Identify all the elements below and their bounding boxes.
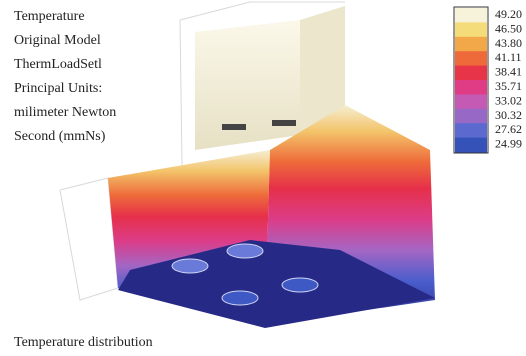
header-line: ThermLoadSetl: [14, 57, 102, 72]
legend-swatch: [455, 94, 487, 109]
legend-label: 41.11: [495, 50, 522, 64]
model: [60, 2, 435, 328]
legend-label: 33.02: [495, 93, 522, 107]
upper-block-front: [195, 20, 300, 150]
hole: [227, 244, 263, 258]
hole: [172, 259, 208, 273]
header: Temperature Original Model ThermLoadSetl Pr…: [14, 9, 116, 144]
legend-label: 24.99: [495, 137, 522, 151]
legend-swatch: [455, 51, 487, 66]
legend-swatch: [455, 22, 487, 37]
header-line: Temperature: [14, 9, 85, 24]
legend-label: 46.50: [495, 21, 522, 35]
hole: [282, 278, 318, 292]
legend-label: 30.32: [495, 108, 522, 122]
header-line: Original Model: [14, 33, 101, 48]
figure: Temperature Original Model ThermLoadSetl Pr…: [0, 0, 526, 356]
slot: [222, 124, 246, 130]
legend-label: 43.80: [495, 36, 522, 50]
legend-swatch: [455, 138, 487, 153]
legend-swatch: [455, 37, 487, 52]
legend-label: 27.62: [495, 122, 522, 136]
header-line: milimeter Newton: [14, 105, 116, 120]
legend-swatch: [455, 123, 487, 138]
legend-swatch: [455, 8, 487, 23]
legend-swatch: [455, 80, 487, 95]
slot: [272, 120, 296, 126]
legend-label: 38.41: [495, 65, 522, 79]
header-line: Principal Units:: [14, 81, 102, 96]
legend-label: 35.71: [495, 79, 522, 93]
legend-swatch: [455, 66, 487, 81]
caption: Temperature distribution: [14, 335, 153, 350]
header-line: Second (mmNs): [14, 129, 106, 144]
legend-label: 49.20: [495, 7, 522, 21]
legend-swatch: [455, 109, 487, 124]
hole: [222, 291, 258, 305]
